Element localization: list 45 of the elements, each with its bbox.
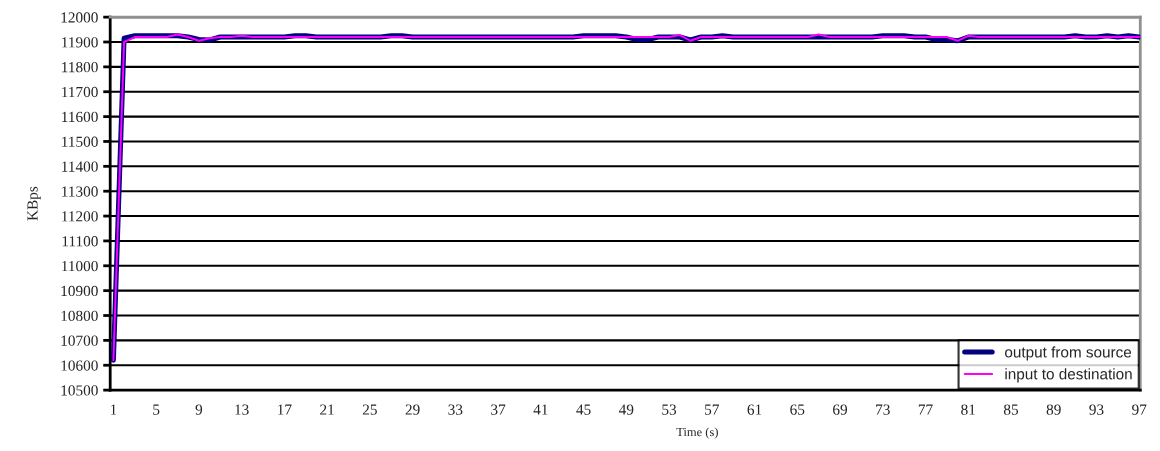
x-tick-label: 53 — [662, 404, 677, 415]
x-tick-label: 65 — [790, 404, 805, 415]
x-tick-label: 37 — [491, 404, 506, 415]
y-tick-label: 11400 — [62, 161, 98, 172]
x-tick-label: 45 — [576, 404, 591, 415]
x-tick-label: 5 — [153, 404, 160, 415]
x-tick-label: 13 — [235, 404, 249, 415]
x-tick-label: 49 — [618, 404, 634, 415]
x-tick-label: 25 — [362, 404, 377, 415]
x-tick-label: 81 — [961, 404, 975, 415]
y-tick-label: 11600 — [62, 111, 98, 123]
y-tick-label: 11700 — [62, 86, 98, 98]
x-tick-label: 29 — [405, 404, 420, 415]
y-tick-label: 12000 — [61, 12, 98, 23]
y-tick-label: 11000 — [62, 260, 98, 272]
y-tick-label: 11100 — [62, 236, 98, 247]
x-tick-label: 33 — [448, 404, 463, 415]
x-tick-label: 61 — [747, 404, 762, 415]
x-tick-label: 93 — [1089, 404, 1104, 415]
x-tick-label: 85 — [1003, 404, 1019, 415]
x-tick-label: 69 — [833, 404, 848, 415]
y-tick-label: 10600 — [61, 360, 98, 371]
y-tick-label: 10500 — [61, 385, 98, 396]
x-tick-label: 41 — [533, 404, 548, 415]
legend-label: input to destination — [1005, 368, 1132, 383]
y-axis-title: KBps — [27, 186, 41, 221]
y-tick-label: 11500 — [62, 136, 98, 147]
x-axis-title: Time (s) — [676, 427, 718, 439]
legend-label: output from source — [1005, 346, 1132, 361]
y-tick-label: 11900 — [62, 37, 98, 48]
x-tick-label: 17 — [278, 404, 292, 415]
y-tick-label: 11300 — [62, 186, 98, 197]
x-tick-label: 9 — [195, 404, 203, 415]
x-tick-label: 77 — [918, 404, 933, 415]
x-tick-label: 21 — [320, 404, 334, 415]
y-tick-label: 11200 — [62, 211, 98, 222]
y-tick-label: 10800 — [61, 310, 98, 321]
x-tick-label: 57 — [705, 404, 719, 415]
y-tick-label: 11800 — [62, 62, 98, 73]
x-tick-label: 97 — [1132, 404, 1147, 415]
x-tick-label: 1 — [110, 404, 117, 415]
y-tick-label: 10700 — [61, 335, 98, 346]
x-tick-label: 73 — [876, 404, 890, 415]
y-tick-label: 10900 — [61, 285, 98, 297]
x-tick-label: 89 — [1046, 404, 1061, 415]
